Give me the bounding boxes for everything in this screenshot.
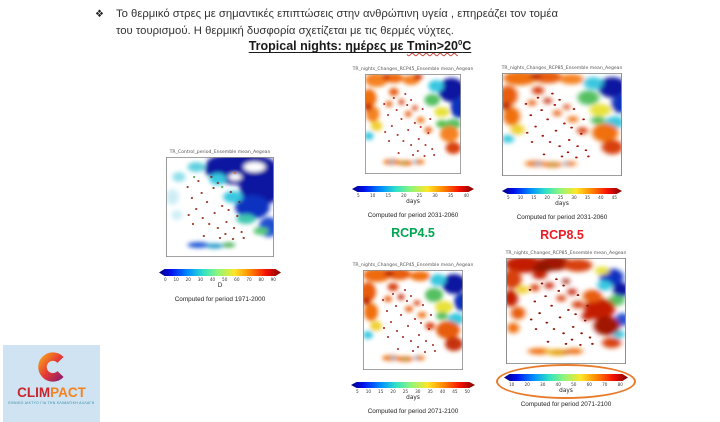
tick-label: 30 <box>571 195 577 200</box>
tick-label: 10 <box>173 277 179 282</box>
panel-control-period: TR_Control_period_Ensemble mean_Aegean 0… <box>150 150 290 303</box>
tick-label: 40 <box>555 382 561 387</box>
tick-label: 20 <box>524 382 530 387</box>
colorbar-ticks: 5 10 15 20 25 30 35 40 45 50 <box>356 389 470 394</box>
tick-label: 45 <box>452 389 458 394</box>
colorbar-unit: days <box>406 198 420 205</box>
map-title: TR_nights_Changes_RCP85_Ensemble mean_Ae… <box>501 66 623 71</box>
tick-label: 90 <box>270 277 276 282</box>
colorbar-ticks: 10 20 30 40 50 60 70 80 <box>509 382 623 387</box>
intro-text: Το θερμικό στρες με σημαντικές επιπτώσει… <box>115 8 559 37</box>
tick-label: 20 <box>544 195 550 200</box>
panel-rcp45-2031-2060: TR_nights_Changes_RCP45_Ensemble mean_Ae… <box>345 67 481 240</box>
tick-label: 25 <box>557 195 564 200</box>
tick-label: 10 <box>517 195 524 200</box>
tick-label: 20 <box>185 277 191 282</box>
tick-label: 80 <box>258 277 264 282</box>
map-title: TR_nights_Changes_RCP45_Ensemble mean_Ae… <box>352 263 474 268</box>
panel-rcp45-2071-2100: TR_nights_Changes_RCP45_Ensemble mean_Ae… <box>345 263 481 415</box>
tick-label: 30 <box>415 389 421 394</box>
title-unit: C <box>462 39 472 54</box>
tick-label: 10 <box>365 389 372 394</box>
climpact-logo: CLIMPACT ΕΘΝΙΚΟ ΔΙΚΤΥΟ ΓΙΑ ΤΗΝ ΚΛΙΜΑΤΙΚΗ… <box>3 345 100 422</box>
climpact-c-icon <box>37 352 64 382</box>
map-caption: Computed for period 2071-2100 <box>367 407 459 415</box>
climpact-wordmark: CLIMPACT <box>17 386 86 400</box>
panel-rcp85-2031-2060: TR_nights_Changes_RCP85_Ensemble mean_Ae… <box>494 66 630 242</box>
colorbar-ticks: 0 10 20 30 40 50 60 70 80 90 <box>164 277 276 282</box>
tick-label: 10 <box>369 193 376 198</box>
colorbar-unit: days <box>555 200 569 207</box>
colorbar <box>504 374 628 381</box>
tick-label: 40 <box>463 193 469 198</box>
bullet-diamond-icon: ❖ <box>95 9 104 20</box>
tick-label: 40 <box>439 389 446 394</box>
title-tmin: Tmin>20 <box>406 39 458 54</box>
map-title: TR_nights_Changes_RCP85_Ensemble mean_Ae… <box>505 251 627 256</box>
tick-label: 25 <box>416 193 423 198</box>
tick-label: 80 <box>617 382 623 387</box>
colorbar <box>352 186 474 192</box>
tick-label: 30 <box>540 382 546 387</box>
tick-label: 70 <box>246 277 252 282</box>
tick-label: 30 <box>197 277 204 282</box>
colorbar <box>159 269 281 276</box>
tick-label: 15 <box>378 389 384 394</box>
tick-label: 40 <box>598 195 604 200</box>
panel-rcp85-2071-2100: TR_nights_Changes_RCP85_Ensemble mean_Ae… <box>496 251 636 408</box>
title-superscript: 0 <box>457 38 463 47</box>
map-caption: Computed for period 2031-2060 <box>367 211 459 219</box>
map-caption: Computed for period 1971-2000 <box>174 295 266 303</box>
tick-label: 15 <box>385 193 391 198</box>
tick-label: 50 <box>464 389 470 394</box>
colorbar <box>351 382 475 388</box>
tick-label: 35 <box>447 193 454 198</box>
tick-label: 35 <box>427 389 433 394</box>
tick-label: 50 <box>222 277 228 282</box>
tick-label: 0 <box>164 277 167 282</box>
map-control-period <box>166 157 274 257</box>
tick-label: 5 <box>356 389 359 394</box>
tick-label: 50 <box>571 382 577 387</box>
map-caption: Computed for period 2031-2060 <box>516 213 608 221</box>
colorbar-unit: days <box>559 387 573 394</box>
tick-label: 20 <box>401 193 407 198</box>
tick-label: 30 <box>432 193 438 198</box>
rcp85-scenario-label: RCP8.5 <box>540 227 584 242</box>
tick-label: 5 <box>507 195 510 200</box>
map-rcp85-2031-2060 <box>502 73 622 176</box>
colorbar <box>502 188 622 194</box>
tick-label: 40 <box>209 277 216 282</box>
tick-label: 60 <box>234 277 240 282</box>
colorbar-unit: days <box>406 394 420 401</box>
climpact-tagline: ΕΘΝΙΚΟ ΔΙΚΤΥΟ ΓΙΑ ΤΗΝ ΚΛΙΜΑΤΙΚΗ ΑΛΛΑΓΗ <box>8 401 95 405</box>
climpact-clim: CLIM <box>17 385 51 400</box>
map-title: TR_Control_period_Ensemble mean_Aegean <box>169 150 271 155</box>
tick-label: 45 <box>611 195 617 200</box>
climpact-pact: PACT <box>50 385 86 400</box>
tick-label: 25 <box>402 389 409 394</box>
slide-title: Tropical nights: ημέρες με Tmin>200C <box>0 38 720 53</box>
rcp45-scenario-label: RCP4.5 <box>391 225 435 240</box>
tick-label: 70 <box>602 382 608 387</box>
tick-label: 5 <box>357 193 360 198</box>
map-title: TR_nights_Changes_RCP45_Ensemble mean_Ae… <box>352 67 474 72</box>
map-rcp45-2071-2100 <box>363 270 463 370</box>
tick-label: 35 <box>584 195 591 200</box>
map-rcp45-2031-2060 <box>365 74 461 174</box>
tick-label: 20 <box>390 389 396 394</box>
tick-label: 15 <box>531 195 537 200</box>
title-text: Tropical nights: ημέρες με <box>248 39 407 54</box>
colorbar-ticks: 5 10 15 20 25 30 35 40 45 <box>507 195 617 200</box>
colorbar-unit: D <box>217 282 223 289</box>
tick-label: 10 <box>509 382 515 387</box>
map-rcp85-2071-2100 <box>506 258 626 364</box>
colorbar-ticks: 5 10 15 20 25 30 35 40 <box>357 193 469 198</box>
intro-paragraph: ❖ Το θερμικό στρες με σημαντικές επιπτώσ… <box>95 6 573 40</box>
map-caption: Computed for period 2071-2100 <box>520 400 612 408</box>
tick-label: 60 <box>586 382 592 387</box>
